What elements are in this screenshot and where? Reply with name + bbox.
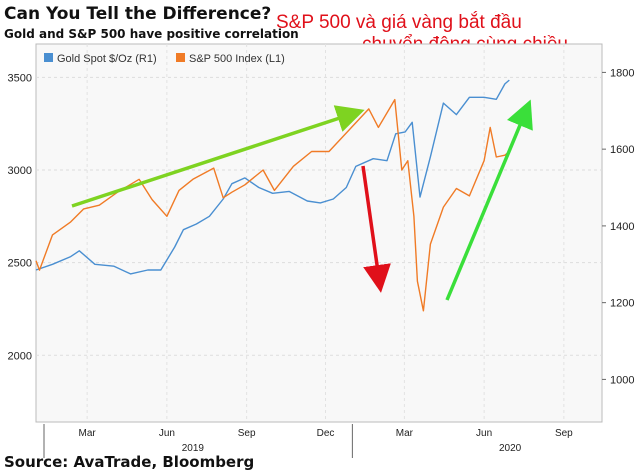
y-left-tick-label: 3500 bbox=[8, 72, 32, 84]
y-right-tick-label: 1200 bbox=[610, 298, 634, 310]
vertical-gridlines bbox=[86, 44, 565, 422]
x-tick-label: Jun bbox=[159, 428, 175, 439]
x-tick-label: Mar bbox=[396, 428, 414, 439]
annotation-line-1: S&P 500 và giá vàng bắt đầu bbox=[276, 12, 522, 33]
y-left-tick-label: 2000 bbox=[8, 350, 32, 362]
source-note: Source: AvaTrade, Bloomberg bbox=[4, 453, 255, 471]
y-right-tick-label: 1400 bbox=[610, 221, 634, 233]
left-axis: 2000 2500 3000 3500 bbox=[8, 72, 32, 362]
chart-subtitle: Gold and S&P 500 have positive correlati… bbox=[4, 27, 299, 41]
legend-swatch-sp500 bbox=[176, 53, 185, 62]
x-tick-label: Jun bbox=[476, 428, 492, 439]
legend-swatch-gold bbox=[44, 53, 53, 62]
x-tick-label: Sep bbox=[238, 428, 256, 439]
x-axis: Mar Jun Sep Dec Mar Jun Sep 2019 2020 bbox=[43, 424, 573, 458]
y-right-tick-label: 1000 bbox=[610, 374, 634, 386]
chart-title: Can You Tell the Difference? bbox=[4, 4, 272, 24]
plot-area bbox=[35, 43, 603, 423]
y-left-tick-label: 3000 bbox=[8, 165, 32, 177]
legend: Gold Spot $/Oz (R1) S&P 500 Index (L1) bbox=[44, 53, 285, 65]
legend-label-sp500: S&P 500 Index (L1) bbox=[189, 53, 285, 65]
x-year-label: 2020 bbox=[499, 443, 522, 454]
uptrend-arrow-right bbox=[445, 99, 533, 301]
downtrend-arrow bbox=[361, 165, 391, 293]
gold-spot-line bbox=[35, 79, 510, 275]
right-axis: 1000 1200 1400 1600 1800 bbox=[602, 67, 634, 386]
x-year-label: 2019 bbox=[182, 443, 205, 454]
y-left-tick-label: 2500 bbox=[8, 258, 32, 270]
x-tick-label: Dec bbox=[317, 428, 335, 439]
legend-label-gold: Gold Spot $/Oz (R1) bbox=[57, 53, 157, 65]
uptrend-arrow-left bbox=[71, 105, 365, 208]
horizontal-gridlines bbox=[36, 76, 602, 356]
x-tick-label: Sep bbox=[555, 428, 573, 439]
y-right-tick-label: 1600 bbox=[610, 144, 634, 156]
x-tick-label: Mar bbox=[79, 428, 97, 439]
y-right-tick-label: 1800 bbox=[610, 67, 634, 79]
